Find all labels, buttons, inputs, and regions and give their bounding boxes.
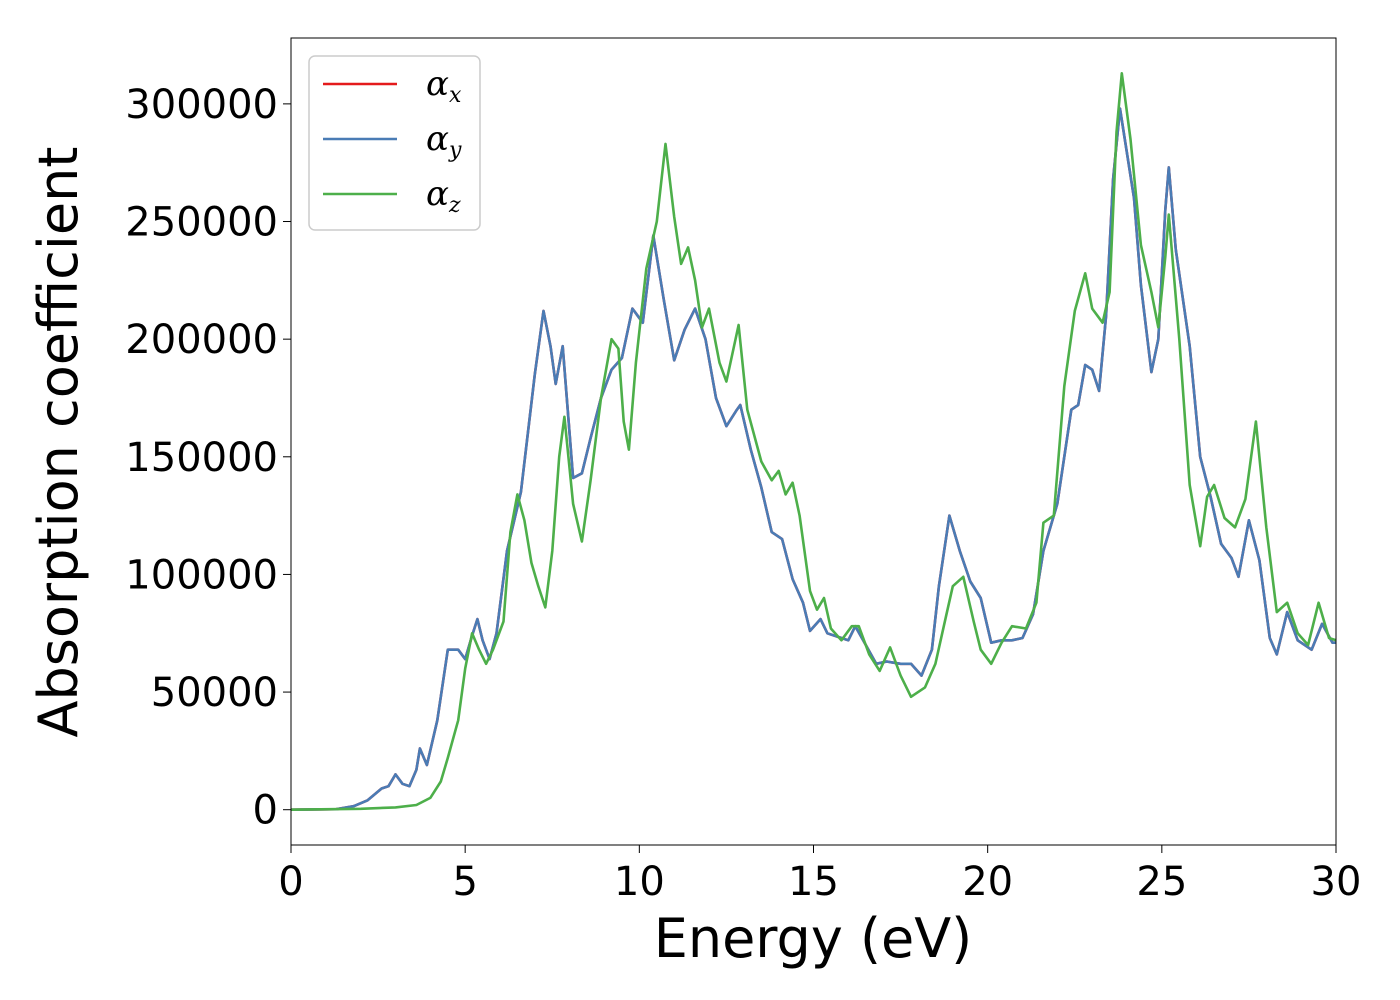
x-tick-label: 25 <box>1136 859 1187 905</box>
x-tick-label: 10 <box>614 859 665 905</box>
axis-ticks: 0 5 10 15 20 25 30 0 50000 100000 150000 200000 2500… <box>125 82 1361 905</box>
x-axis-title: Energy (eV) <box>654 907 973 970</box>
legend-label-z: αz <box>426 174 461 218</box>
legend-label-y: αy <box>426 119 462 163</box>
y-tick-label: 100000 <box>125 552 278 598</box>
series-line-y <box>291 107 1336 811</box>
x-tick-label: 0 <box>278 859 303 905</box>
y-axis-title: Absorption coefficient <box>27 147 90 738</box>
legend: αx αy αz <box>308 55 481 231</box>
x-tick-label: 20 <box>962 859 1013 905</box>
x-tick-label: 15 <box>788 859 839 905</box>
y-tick-label: 200000 <box>125 317 278 363</box>
x-tick-label: 5 <box>452 859 477 905</box>
y-tick-label: 300000 <box>125 82 278 128</box>
y-tick-label: 150000 <box>125 435 278 481</box>
y-tick-label: 50000 <box>151 670 278 716</box>
legend-box <box>308 55 481 231</box>
y-tick-label: 0 <box>253 788 278 834</box>
y-tick-label: 250000 <box>125 200 278 246</box>
x-tick-label: 30 <box>1311 859 1362 905</box>
legend-label-x: αx <box>426 64 462 108</box>
series-line-z <box>291 72 1336 811</box>
